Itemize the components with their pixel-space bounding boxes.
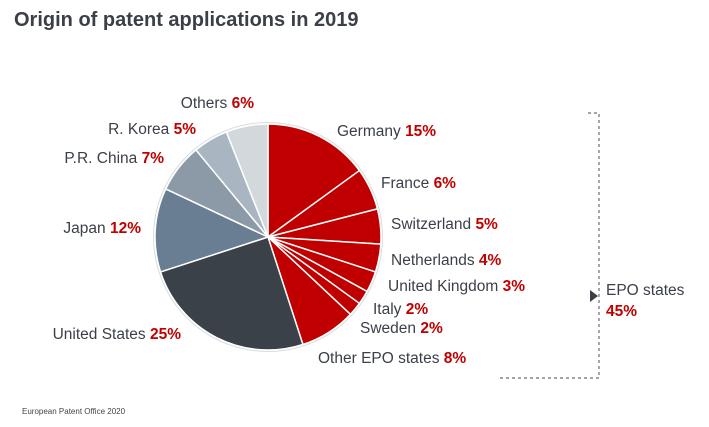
slice-label-name: United Kingdom bbox=[388, 278, 503, 295]
pie-slice-germany bbox=[267, 123, 361, 238]
slice-label-percent: 3% bbox=[503, 278, 526, 295]
epo-group-percent: 45% bbox=[606, 303, 637, 320]
slice-label-other-epo-states: Other EPO states 8% bbox=[318, 350, 466, 367]
slice-label-japan: Japan 12% bbox=[63, 220, 141, 237]
slice-label-percent: 2% bbox=[406, 301, 429, 318]
epo-group-label: EPO states bbox=[606, 282, 685, 299]
slice-label-name: United States bbox=[53, 326, 150, 343]
slice-label-name: Germany bbox=[337, 123, 405, 140]
slice-label-percent: 5% bbox=[475, 216, 498, 233]
slice-label-percent: 7% bbox=[142, 150, 165, 167]
slice-label-name: Japan bbox=[63, 220, 110, 237]
slice-label-united-kingdom: United Kingdom 3% bbox=[388, 278, 525, 295]
slice-label-sweden: Sweden 2% bbox=[360, 320, 443, 337]
slice-label-r-korea: R. Korea 5% bbox=[108, 121, 196, 138]
slice-label-netherlands: Netherlands 4% bbox=[391, 252, 502, 269]
pie-slice-others bbox=[225, 123, 269, 238]
slice-label-switzerland: Switzerland 5% bbox=[391, 216, 498, 233]
slice-label-percent: 15% bbox=[405, 123, 436, 140]
slice-label-percent: 5% bbox=[174, 121, 197, 138]
slice-label-germany: Germany 15% bbox=[337, 123, 436, 140]
slice-label-name: R. Korea bbox=[108, 121, 173, 138]
slice-label-percent: 4% bbox=[479, 252, 502, 269]
slice-label-united-states: United States 25% bbox=[53, 326, 182, 343]
slice-label-percent: 25% bbox=[150, 326, 181, 343]
slice-label-name: Italy bbox=[373, 301, 406, 318]
slice-label-name: P.R. China bbox=[64, 150, 141, 167]
pie-outline bbox=[153, 122, 383, 352]
slice-label-name: France bbox=[381, 175, 434, 192]
slice-label-name: Netherlands bbox=[391, 252, 479, 269]
slice-label-percent: 2% bbox=[420, 320, 443, 337]
page-title: Origin of patent applications in 2019 bbox=[14, 9, 359, 31]
slice-label-percent: 6% bbox=[434, 175, 457, 192]
slice-label-percent: 8% bbox=[444, 350, 467, 367]
slice-label-name: Others bbox=[181, 95, 232, 112]
slice-label-percent: 6% bbox=[232, 95, 255, 112]
pie-slice-japan bbox=[154, 188, 269, 273]
slice-label-percent: 12% bbox=[110, 220, 141, 237]
pie-slice-united-states bbox=[159, 236, 304, 351]
pie-slices bbox=[153, 122, 383, 352]
slice-label-name: Other EPO states bbox=[318, 350, 444, 367]
slice-label-italy: Italy 2% bbox=[373, 301, 428, 318]
slice-label-france: France 6% bbox=[381, 175, 456, 192]
slice-label-name: Sweden bbox=[360, 320, 420, 337]
slice-labels: Germany 15% France 6% Switzerland 5% Nether… bbox=[53, 95, 526, 367]
slice-label-p-r-china: P.R. China 7% bbox=[64, 150, 164, 167]
footer-source: European Patent Office 2020 bbox=[22, 407, 126, 416]
slice-label-others: Others 6% bbox=[181, 95, 254, 112]
slice-label-name: Switzerland bbox=[391, 216, 475, 233]
epo-group-bracket bbox=[499, 112, 600, 379]
